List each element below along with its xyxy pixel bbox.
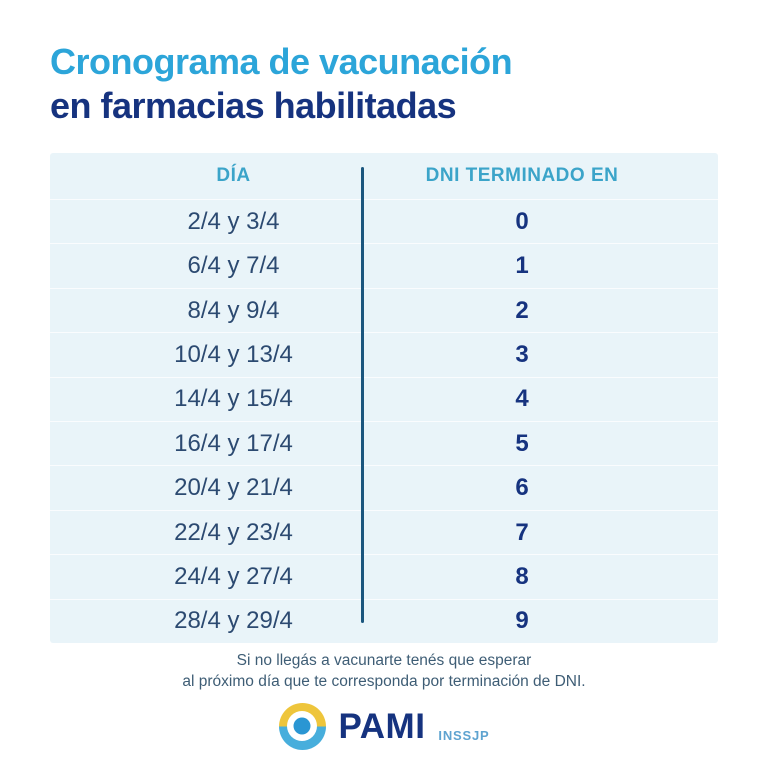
dni-cell: 2 bbox=[515, 296, 529, 324]
day-cell: 20/4 y 21/4 bbox=[174, 474, 293, 502]
dni-cell: 6 bbox=[515, 474, 529, 502]
column-header-day: DÍA bbox=[216, 165, 251, 186]
table-row: 20/4 y 21/4 6 bbox=[50, 465, 718, 509]
footer-note: Si no llegás a vacunarte tenés que esper… bbox=[0, 650, 768, 692]
day-cell: 10/4 y 13/4 bbox=[174, 340, 293, 368]
pami-logo: PAMI INSSJP bbox=[0, 701, 768, 751]
day-cell: 6/4 y 7/4 bbox=[187, 252, 280, 280]
dni-cell: 4 bbox=[515, 385, 529, 413]
footer-note-line1: Si no llegás a vacunarte tenés que esper… bbox=[236, 652, 532, 669]
pami-logo-subtext: INSSJP bbox=[438, 728, 490, 743]
dni-cell: 5 bbox=[515, 429, 529, 457]
day-cell: 2/4 y 3/4 bbox=[187, 207, 280, 235]
table-header-row: DÍA DNI TERMINADO EN bbox=[50, 153, 718, 199]
table-row: 16/4 y 17/4 5 bbox=[50, 421, 718, 465]
column-divider bbox=[361, 167, 364, 623]
footer-note-line2: al próximo día que te corresponda por te… bbox=[182, 673, 586, 690]
column-header-dni: DNI TERMINADO EN bbox=[425, 165, 619, 186]
day-cell: 8/4 y 9/4 bbox=[187, 296, 280, 324]
pami-logo-dot bbox=[293, 717, 311, 735]
dni-cell: 0 bbox=[515, 207, 529, 235]
page-title-line1: Cronograma de vacunación bbox=[50, 41, 513, 82]
day-cell: 22/4 y 23/4 bbox=[174, 518, 293, 546]
dni-cell: 1 bbox=[515, 252, 529, 280]
day-cell: 28/4 y 29/4 bbox=[174, 607, 293, 635]
table-row: 22/4 y 23/4 7 bbox=[50, 509, 718, 554]
day-cell: 16/4 y 17/4 bbox=[174, 429, 293, 457]
page-title-line2: en farmacias habilitadas bbox=[50, 85, 457, 126]
schedule-table: DÍA DNI TERMINADO EN 2/4 y 3/4 0 6/4 y 7… bbox=[50, 153, 718, 643]
table-row: 10/4 y 13/4 3 bbox=[50, 332, 718, 376]
page-title: Cronograma de vacunación en farmacias ha… bbox=[50, 40, 513, 128]
dni-cell: 7 bbox=[515, 518, 529, 546]
pami-logo-icon bbox=[278, 702, 326, 750]
day-cell: 14/4 y 15/4 bbox=[174, 385, 293, 413]
table-row: 6/4 y 7/4 1 bbox=[50, 243, 718, 287]
day-cell: 24/4 y 27/4 bbox=[174, 562, 293, 590]
pami-logo-wordmark: PAMI bbox=[338, 706, 426, 746]
table-row: 24/4 y 27/4 8 bbox=[50, 554, 718, 598]
table-row: 8/4 y 9/4 2 bbox=[50, 287, 718, 332]
dni-cell: 9 bbox=[515, 607, 529, 635]
table-row: 14/4 y 15/4 4 bbox=[50, 376, 718, 421]
dni-cell: 3 bbox=[515, 340, 529, 368]
table-row: 28/4 y 29/4 9 bbox=[50, 598, 718, 643]
dni-cell: 8 bbox=[515, 562, 529, 590]
table-row: 2/4 y 3/4 0 bbox=[50, 199, 718, 243]
table-body: 2/4 y 3/4 0 6/4 y 7/4 1 8/4 y 9/4 2 10/4… bbox=[50, 199, 718, 643]
